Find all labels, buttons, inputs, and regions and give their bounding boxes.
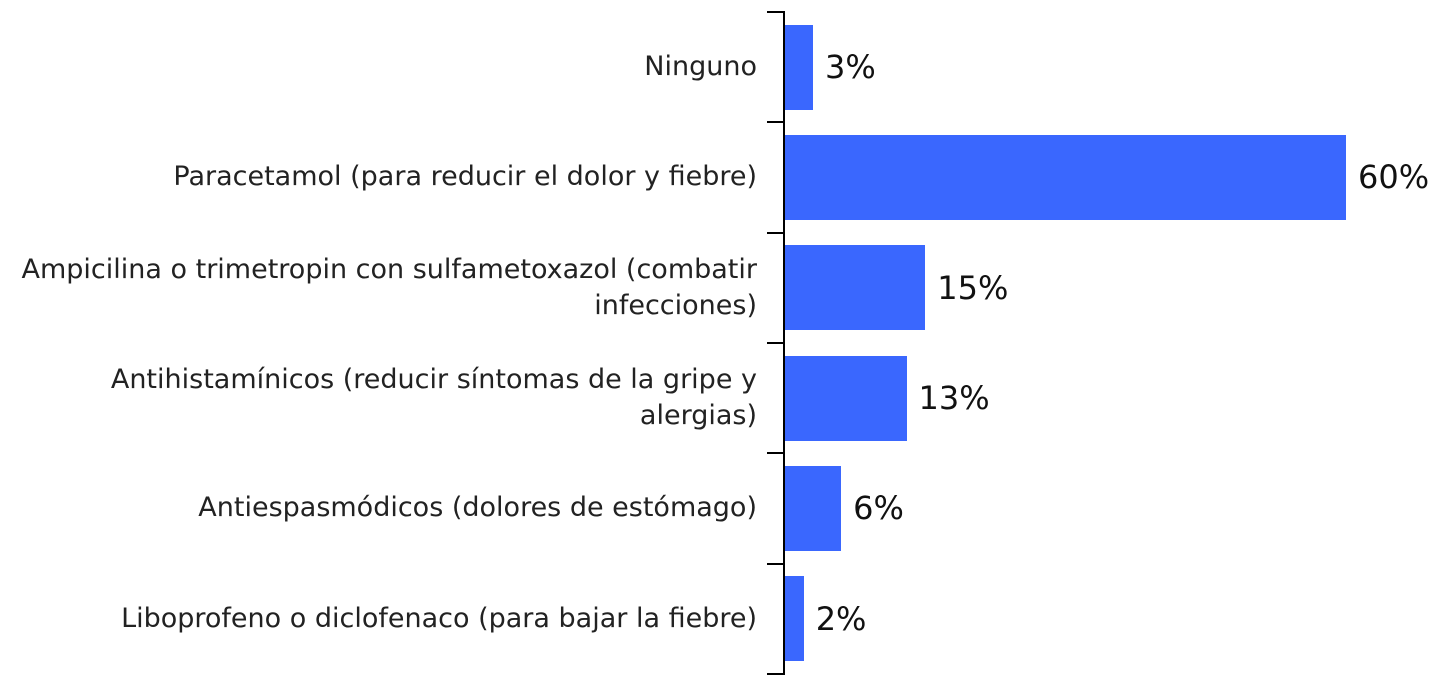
value-label: 6% — [853, 489, 904, 528]
value-label: 3% — [825, 48, 876, 87]
category-label: Liboprofeno o diclofenaco (para bajar la… — [121, 602, 757, 634]
value-label: 13% — [918, 379, 990, 418]
bar — [785, 134, 1346, 220]
bar — [785, 576, 804, 662]
axis-tick — [767, 341, 785, 344]
value-label: 2% — [815, 599, 867, 638]
category-label: Ampicilina o trimetropin con sulfametoxa… — [21, 253, 758, 321]
axis-tick — [767, 231, 785, 234]
bar — [785, 24, 814, 110]
category-label: Antihistamínicos (reducir síntomas de la… — [110, 364, 757, 432]
category-label: Ninguno — [644, 51, 757, 83]
value-label: 15% — [937, 268, 1009, 307]
axis-tick — [767, 562, 785, 565]
category-label: Antiespasmódicos (dolores de estómago) — [198, 492, 757, 524]
category-label: Paracetamol (para reducir el dolor y fie… — [173, 161, 757, 193]
axis-tick — [767, 121, 785, 124]
axis-tick — [767, 452, 785, 455]
bar — [785, 355, 907, 441]
bar — [785, 465, 842, 551]
axis-tick — [767, 11, 785, 13]
value-label: 60% — [1358, 158, 1430, 197]
bar — [785, 245, 926, 331]
